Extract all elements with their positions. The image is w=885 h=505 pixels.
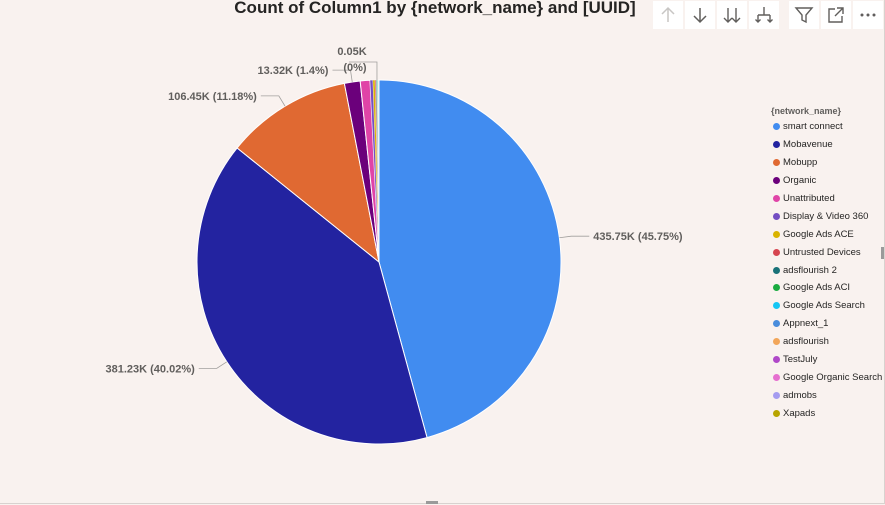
legend-swatch (773, 302, 780, 310)
pie-slice[interactable] (236, 82, 380, 264)
leader-line (260, 95, 286, 107)
legend-item[interactable]: smart connect (771, 118, 883, 136)
resize-handle-right[interactable] (881, 247, 884, 259)
legend-item[interactable]: Xapads (771, 404, 883, 422)
legend-item[interactable]: Google Ads Search (771, 297, 883, 315)
expand-hierarchy-button[interactable] (749, 1, 779, 29)
legend-label: Google Organic Search (783, 371, 883, 383)
legend-swatch (773, 338, 780, 346)
legend-item[interactable]: adsflourish 2 (771, 261, 883, 279)
data-label: 0.05K (337, 46, 366, 58)
legend-swatch (773, 230, 780, 238)
drill-down-button[interactable] (685, 1, 715, 29)
leader-line (348, 61, 378, 80)
expand-next-level-icon (723, 8, 741, 23)
legend-item[interactable]: Unattributed (771, 190, 883, 208)
data-label: (0%) (343, 62, 367, 74)
legend-label: Mobupp (783, 157, 818, 169)
pie-slice[interactable] (196, 147, 428, 445)
expand-next-level-button[interactable] (717, 1, 747, 29)
legend-label: Unattributed (783, 193, 835, 204)
legend-swatch (773, 195, 780, 202)
legend-label: admobs (783, 389, 817, 401)
focus-mode-icon (828, 7, 844, 23)
legend-swatch (773, 266, 780, 274)
filter-icon (794, 7, 814, 24)
legend-swatch (773, 320, 780, 328)
legend-swatch (773, 177, 780, 185)
legend-item[interactable]: Mobavenue (771, 136, 883, 154)
chart-title: Count of Column1 by {network_name} and [… (234, 0, 636, 17)
legend-label: adsflourish 2 (783, 264, 837, 276)
drill-up-icon (661, 6, 675, 22)
legend-title: {network_name} (771, 106, 842, 116)
legend-label: Untrusted Devices (783, 246, 861, 258)
legend-label: Google Ads Search (783, 300, 865, 312)
legend-item[interactable]: Mobupp (771, 154, 883, 172)
leader-line (332, 69, 353, 83)
more-options-button[interactable] (853, 1, 883, 29)
legend-label: TestJuly (783, 354, 818, 366)
legend-item[interactable]: Untrusted Devices (771, 243, 883, 261)
legend-item[interactable]: TestJuly (771, 351, 883, 369)
legend-swatch (773, 373, 780, 381)
filter-button[interactable] (789, 1, 819, 29)
data-label: 13.32K (1.4%) (258, 65, 329, 77)
legend-item[interactable]: Google Organic Search (771, 368, 883, 386)
expand-hierarchy-icon (755, 7, 773, 23)
drill-down-icon (693, 8, 707, 24)
legend-label: adsflourish (783, 336, 829, 348)
legend-item[interactable]: Google Ads ACE (771, 225, 883, 243)
data-label: 106.45K (11.18%) (168, 91, 257, 103)
legend: {network_name} smart connect Mobavenue Mob… (771, 104, 883, 422)
legend-swatch (773, 356, 780, 364)
legend-label: smart connect (783, 121, 843, 133)
legend-item[interactable]: Organic (771, 172, 883, 190)
legend-label: Display & Video 360 (783, 210, 869, 222)
legend-label: Google Ads ACE (783, 228, 854, 240)
legend-label: Organic (783, 175, 817, 187)
legend-label: Appnext_1 (783, 318, 829, 330)
data-label: 381.23K (40.02%) (105, 363, 195, 375)
legend-swatch (773, 391, 780, 399)
legend-item[interactable]: Display & Video 360 (771, 207, 883, 225)
more-options-icon (860, 13, 876, 17)
legend-label: Xapads (783, 407, 816, 419)
legend-swatch (773, 409, 780, 417)
visual-header-toolbar (651, 0, 883, 30)
legend-label: Mobavenue (783, 139, 833, 151)
legend-item[interactable]: Appnext_1 (771, 315, 883, 333)
data-label: 435.75K (45.75%) (593, 231, 683, 243)
legend-item[interactable]: Google Ads ACI (771, 279, 883, 297)
legend-item[interactable]: adsflourish (771, 333, 883, 351)
leader-line (198, 361, 228, 369)
legend-swatch (773, 248, 780, 256)
legend-label: Google Ads ACI (783, 282, 851, 294)
legend-swatch (773, 212, 780, 220)
leader-line (559, 235, 590, 239)
legend-swatch (773, 141, 780, 149)
drill-up-button[interactable] (653, 1, 683, 29)
focus-mode-button[interactable] (821, 1, 851, 29)
legend-swatch (773, 284, 780, 292)
pie-slice[interactable] (378, 79, 562, 439)
legend-swatch (773, 123, 780, 131)
resize-handle-bottom[interactable] (426, 501, 438, 504)
legend-item[interactable]: admobs (771, 386, 883, 404)
legend-swatch (773, 159, 780, 167)
